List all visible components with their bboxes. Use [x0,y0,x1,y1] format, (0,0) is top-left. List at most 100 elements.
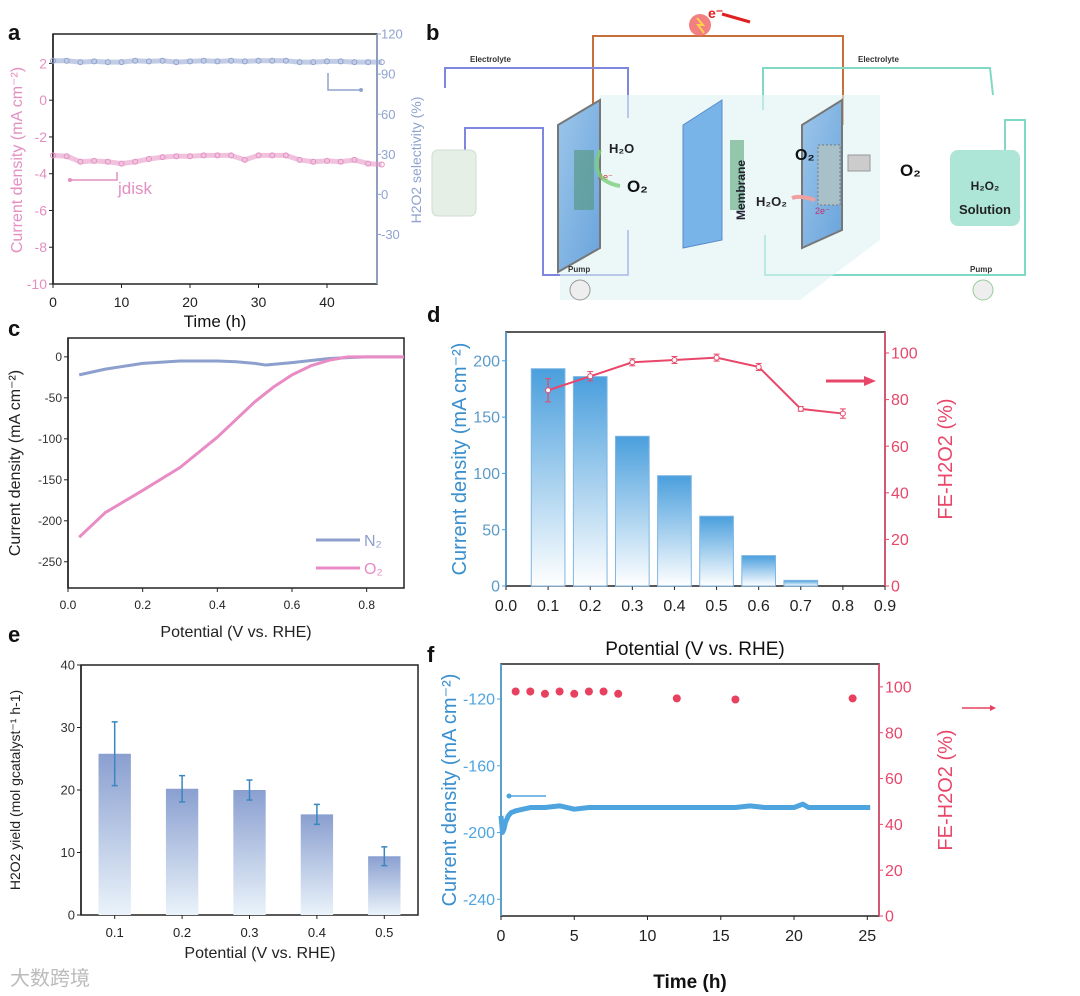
a-x-tick-label: 40 [319,294,335,310]
c-y-tick-label: 0 [55,350,62,364]
d-x-tick-label: 0.6 [748,598,770,615]
d-y2-tick-label: 20 [891,532,909,549]
e-y-tick-label: 30 [61,720,75,735]
a-series-1-marker [104,59,111,66]
cathode-reaction-arrow [791,194,816,202]
a-annotation-jdisk: jdisk [117,179,153,198]
reservoir-label-2: Solution [959,202,1011,217]
a-series-0-marker [378,161,385,168]
d-fe-point [629,359,636,366]
membrane-label: Membrane [734,160,748,220]
electrolyte-label-left: Electrolyte [470,55,511,64]
f-left-arrow [506,793,546,799]
d-y-tick-label: 50 [482,522,500,539]
a-series-1-marker [241,58,248,65]
e-xlabel: Potential (V vs. RHE) [184,945,335,962]
anode-product: O₂ [627,177,648,196]
pump-label-left: Pump [568,265,590,274]
a-y2-tick-label: -30 [381,227,400,242]
f-fe-point [570,689,579,698]
e-ylabel: H2O2 yield (mol gcatalyst⁻¹ h-1) [7,690,23,890]
c-x-tick-label: 0.6 [284,598,301,612]
d-xlabel: Potential (V vs. RHE) [605,639,785,660]
a-series-0-marker [186,153,193,160]
cathode-product: H₂O₂ [756,194,787,209]
a-series-1-marker [159,57,166,64]
reservoir-label-1: H₂O₂ [971,179,1000,193]
e-bar [165,788,199,915]
d-bar [783,579,819,587]
a-series-1-marker [173,59,180,66]
anolyte-loop [444,67,629,118]
a-y2-tick-label: 30 [381,147,395,162]
d-y-tick-label: 200 [473,353,500,370]
d-plot: 0.0 0.1 0.2 0.3 0.4 0.5 0.6 0.7 0.8 0.9 0 50 100 150 2… [473,331,918,615]
a-series-0-marker [159,154,166,161]
c-x-tick-label: 0.0 [60,598,77,612]
a-series-1-marker [50,57,56,64]
c-legend-o2: O₂ [364,561,383,578]
pump-icon-right [972,279,994,301]
cell-diagram: e⁻ Electrolyte Electrolyte H₂O₂ Solution… [431,5,1026,301]
d-x-tick-label: 0.4 [663,598,685,615]
d-y2label: FE-H2O2 (%) [935,398,957,519]
a-series-1-marker [310,59,317,66]
e-bar [300,814,334,915]
d-y2-tick-label: 60 [891,439,909,456]
f-fe-point [599,687,608,696]
d-y-tick-label: 0 [491,579,500,596]
e-y-tick-label: 0 [68,908,75,923]
c-x-tick-label: 0.2 [134,598,151,612]
d-fe-point [713,354,720,361]
d-bar [741,555,777,587]
f-y2-tick-label: 40 [885,817,903,834]
lightning-icon [696,17,706,34]
f-y-tick-label: -160 [463,758,495,775]
a-series-0-marker [365,160,372,167]
d-fe-point [839,410,846,417]
anode-reactant: H₂O [609,141,634,156]
panel-label-a: a [8,20,21,45]
e-y-tick-label: 20 [61,783,75,798]
a-series-0-marker [337,158,344,165]
d-fe-point [545,387,552,394]
f-y2-tick-label: 100 [885,680,912,697]
a-series-1-marker [77,59,84,66]
a-series-0-marker [228,152,235,159]
e-x-tick-label: 0.1 [106,925,124,940]
d-x-tick-label: 0.0 [495,598,517,615]
e-plot: 0.1 0.2 0.3 0.4 0.5 0 10 20 30 40 [61,658,419,940]
d-x-tick-label: 0.3 [621,598,643,615]
a-right-arrow [327,73,363,92]
c-y-tick-label: -150 [38,473,62,487]
a-series-0-marker [214,152,221,159]
c-y-tick-label: -100 [38,432,62,446]
e-bar [233,790,266,915]
a-series-0-marker [310,158,317,165]
a-series-0-marker [269,152,276,159]
d-bar [614,435,650,587]
a-x-tick-label: 20 [182,294,198,310]
a-series-1-line [53,58,382,65]
a-series-1-marker [351,59,358,66]
d-y2-tick-label: 40 [891,485,909,502]
c-plot: 0.0 0.2 0.4 0.6 0.8 -250 -200 -150 -100 -50 0 [38,337,405,612]
f-y2-tick-label: 60 [885,771,903,788]
d-y-tick-label: 100 [473,466,500,483]
pump-icon-left [569,279,591,301]
f-fe-point [614,689,623,698]
d-bar [699,515,734,587]
cathode-catalyst [817,144,841,206]
c-series-1-line [78,355,404,539]
f-y2-tick-label: 0 [885,909,894,926]
a-series-0-marker [255,152,262,159]
a-series-0-marker [77,158,84,165]
d-fe-point [755,363,762,370]
a-y-tick-label: -2 [35,129,48,145]
electrolyte-label-right: Electrolyte [858,55,899,64]
a-ylabel: Current density (mA cm⁻²) [9,67,26,253]
d-y-tick-label: 150 [473,410,500,427]
cathode-electrons: 2e⁻ [815,206,830,216]
f-fe-point [672,694,681,703]
